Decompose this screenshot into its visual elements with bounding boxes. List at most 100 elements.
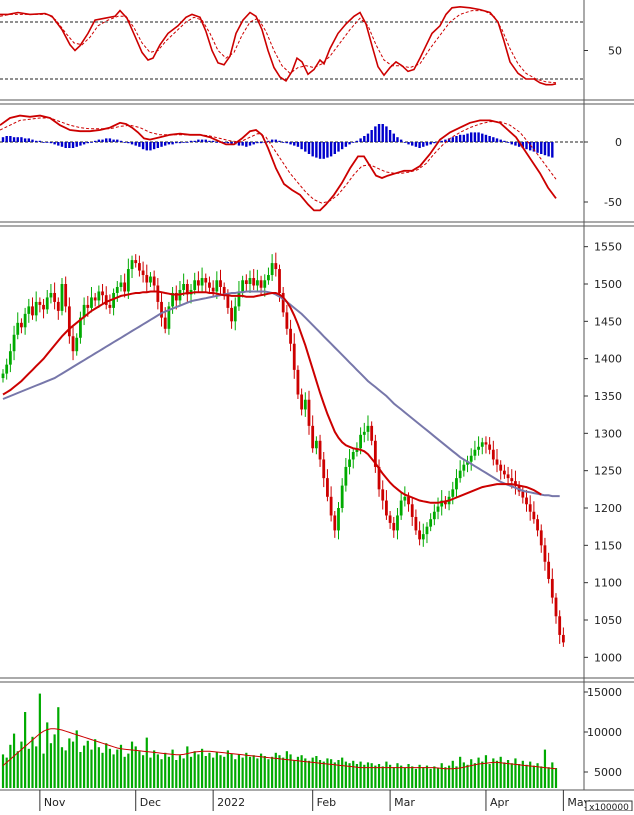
volume-bar — [112, 754, 115, 788]
price-ma-short-line — [2, 290, 542, 504]
macd-histogram-bar — [326, 142, 329, 158]
candle-body — [543, 545, 547, 562]
volume-bar — [540, 766, 543, 788]
candle-body — [115, 286, 119, 293]
volume-bar — [529, 761, 532, 788]
macd-histogram-bar — [138, 142, 141, 147]
volume-bar — [256, 758, 259, 788]
candle-body — [370, 425, 374, 441]
macd-histogram-bar — [514, 142, 517, 146]
volume-bar — [521, 760, 524, 788]
macd-histogram-bar — [182, 142, 185, 143]
volume-bar — [543, 749, 547, 788]
macd-histogram-bar — [407, 142, 410, 145]
candle-body — [418, 530, 421, 540]
candle-body — [550, 578, 554, 598]
candle-body — [311, 425, 315, 449]
month-label: Dec — [140, 796, 161, 809]
macd-histogram-bar — [506, 142, 510, 143]
volume-bar — [444, 767, 447, 788]
volume-bar — [554, 768, 558, 788]
candle-body — [473, 449, 477, 456]
candle-body — [477, 446, 480, 450]
candle-body — [385, 500, 388, 516]
candle-body — [53, 292, 57, 302]
volume-tick-label: 15000 — [587, 686, 622, 699]
macd-histogram-bar — [5, 136, 8, 142]
macd-histogram-bar — [79, 142, 82, 146]
candle-body — [226, 295, 230, 308]
volume-bar — [16, 751, 19, 788]
candle-body — [326, 478, 329, 497]
volume-bar — [42, 753, 45, 788]
macd-histogram-bar — [370, 130, 373, 142]
macd-histogram-bar — [359, 138, 362, 142]
macd-histogram-bar — [1, 137, 5, 142]
stoch-k-line — [0, 5, 557, 86]
volume-bar — [514, 758, 517, 788]
candle-body — [67, 306, 71, 337]
volume-bar — [178, 755, 182, 788]
macd-histogram-bar — [495, 138, 499, 142]
macd-histogram-bar — [466, 133, 469, 142]
macd-histogram-bar — [223, 142, 226, 144]
candle-body — [5, 364, 9, 374]
candle-body — [392, 522, 396, 531]
volume-bar — [212, 757, 215, 788]
candle-body — [222, 286, 226, 296]
candle-body — [458, 470, 462, 479]
volume-bar — [422, 767, 425, 788]
candle-body — [86, 304, 90, 308]
macd-histogram-bar — [521, 142, 525, 148]
macd-histogram-bar — [551, 142, 554, 158]
candle-body — [362, 431, 366, 435]
macd-histogram-bar — [318, 142, 322, 159]
candle-body — [296, 369, 300, 395]
macd-histogram-bar — [53, 142, 56, 145]
volume-bar — [215, 752, 218, 788]
macd-histogram-bar — [46, 142, 49, 143]
macd-histogram-bar — [422, 142, 425, 147]
volume-bar — [304, 758, 307, 788]
macd-histogram-bar — [141, 142, 145, 150]
macd-histogram-bar — [355, 140, 359, 142]
volume-bar — [359, 761, 362, 788]
candle-body — [263, 280, 267, 288]
candle-body — [484, 442, 488, 445]
candle-body — [38, 301, 42, 305]
macd-histogram-bar — [164, 142, 167, 146]
candle-body — [45, 297, 49, 310]
macd-histogram-bar — [178, 142, 182, 144]
volume-bar — [127, 753, 130, 788]
month-label: Nov — [44, 796, 66, 809]
candle-body — [119, 282, 123, 287]
candle-body — [75, 337, 79, 352]
macd-histogram-bar — [403, 142, 407, 143]
candle-body — [112, 292, 115, 308]
volume-bar — [377, 764, 381, 788]
macd-histogram-bar — [31, 139, 34, 142]
candle-body — [211, 287, 215, 292]
volume-bar — [83, 745, 86, 788]
volume-bar — [481, 761, 484, 788]
macd-histogram-bar — [9, 136, 12, 142]
macd-histogram-bar — [90, 142, 93, 143]
price-tick-label: 1000 — [594, 651, 622, 664]
candle-body — [314, 440, 318, 449]
macd-histogram-bar — [296, 142, 300, 147]
macd-histogram-bar — [396, 137, 399, 142]
macd-histogram-bar — [381, 124, 384, 142]
candle-body — [20, 322, 23, 328]
candle-body — [79, 317, 82, 338]
macd-histogram-bar — [484, 134, 488, 142]
volume-bar — [138, 751, 141, 788]
candle-body — [34, 301, 38, 316]
volume-bar — [333, 762, 336, 788]
candle-body — [215, 280, 219, 292]
volume-bar — [248, 756, 252, 788]
macd-histogram-bar — [175, 142, 178, 144]
stochastic-panel: 50 — [0, 5, 622, 86]
macd-histogram-bar — [208, 140, 211, 142]
candle-body — [558, 616, 562, 635]
volume-bar — [510, 763, 513, 788]
